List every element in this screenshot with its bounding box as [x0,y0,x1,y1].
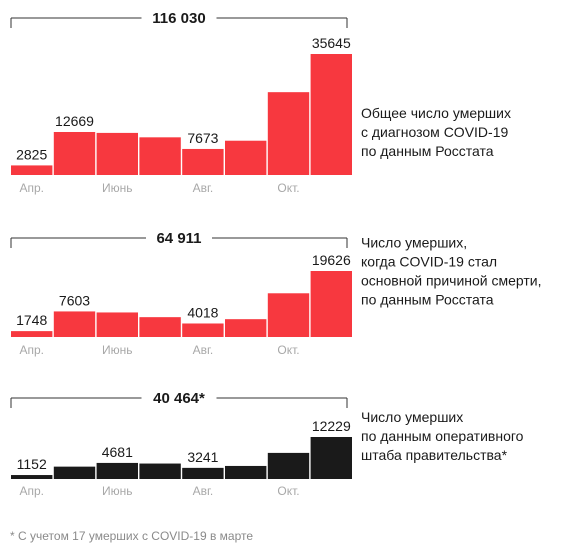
panel-1-description-line-1: Общее число умерших [361,105,511,121]
panel-1-bar-3 [96,132,138,175]
panel-2-description-line-3: основной причиной смерти, [361,273,542,289]
panel-3-tick-3: Авг. [193,484,214,498]
panel-1-bar-6 [225,140,267,175]
panel-2-bar-5 [182,323,224,337]
panel-3-bar-label-5: 3241 [187,449,218,465]
panel-3-tick-2: Июнь [102,484,133,498]
panel-2-bar-3 [96,312,138,337]
panel-2-tick-2: Июнь [102,343,133,357]
panel-2-total-bg [146,229,212,247]
panel-1-total-bg [141,9,217,27]
panel-1-bar-7 [267,92,310,175]
panel-2-bar-label-5: 4018 [187,304,218,320]
panel-2-bar-8 [310,271,352,337]
panel-3-bar-7 [267,452,310,479]
panel-3-description-line-2: по данным оперативного [361,428,524,444]
panel-3-total-bg [141,389,217,407]
panel-3-bar-label-3: 4681 [102,444,133,460]
panel-3-tick-1: Апр. [19,484,44,498]
panel-1-description-line-3: по данным Росстата [361,143,494,159]
panel-1-tick-4: Окт. [277,181,299,195]
panel-1-total-label: 116 030 [152,10,205,27]
panel-2-bar-7 [267,293,310,337]
panel-1-bar-5 [182,148,224,175]
panel-1-bar-4 [139,137,181,175]
panel-2-description-line-4: по данным Росстата [361,292,494,308]
panel-3-bar-3 [96,462,138,479]
panel-2-bar-label-2: 7603 [59,292,90,308]
panel-2-description-line-1: Число умерших, [361,235,467,251]
panel-3-total-label: 40 464* [153,390,205,407]
panel-3-description-line-3: штаба правительства* [361,447,508,463]
panel-3-bar-label-1: 1152 [17,456,47,472]
panel-1-tick-3: Авг. [193,181,214,195]
panel-2-total-label: 64 911 [156,230,201,247]
panel-3-description-line-1: Число умерших [361,409,463,425]
panel-1-tick-1: Апр. [19,181,44,195]
panel-3-bar-1 [11,475,53,479]
panel-3-bar-label-8: 12229 [312,418,351,434]
panel-1-bar-2 [53,131,96,175]
panel-2-tick-3: Авг. [193,343,214,357]
panel-2-bar-label-1: 1748 [16,312,47,328]
panel-3-bar-8 [310,437,352,479]
panel-2-description-line-2: когда COVID-19 стал [361,254,497,270]
panel-1-bar-label-8: 35645 [312,35,351,51]
panel-3-bar-5 [182,467,224,479]
panel-3-bar-2 [53,466,96,479]
panel-3-bar-4 [139,463,181,479]
panel-2-bar-6 [225,319,267,337]
panel-2-tick-1: Апр. [19,343,44,357]
panel-3-bar-6 [225,465,267,479]
panel-1-bar-1 [11,165,53,175]
panel-1-bar-8 [310,54,352,175]
panel-2-bar-1 [11,331,53,337]
panel-2-bar-4 [139,317,181,337]
panel-2-tick-4: Окт. [277,343,299,357]
panel-1-bar-label-2: 12669 [55,113,94,129]
panel-1-bar-label-1: 2825 [16,146,47,162]
panel-1-description-line-2: с диагнозом COVID-19 [361,124,508,140]
panel-3-tick-4: Окт. [277,484,299,498]
footnote: * С учетом 17 умерших с COVID-19 в марте [10,529,253,543]
panel-1-tick-2: Июнь [102,181,133,195]
panel-2-bar-2 [53,311,96,337]
panel-2-bar-label-8: 19626 [312,252,351,268]
panel-1-bar-label-5: 7673 [187,130,218,146]
